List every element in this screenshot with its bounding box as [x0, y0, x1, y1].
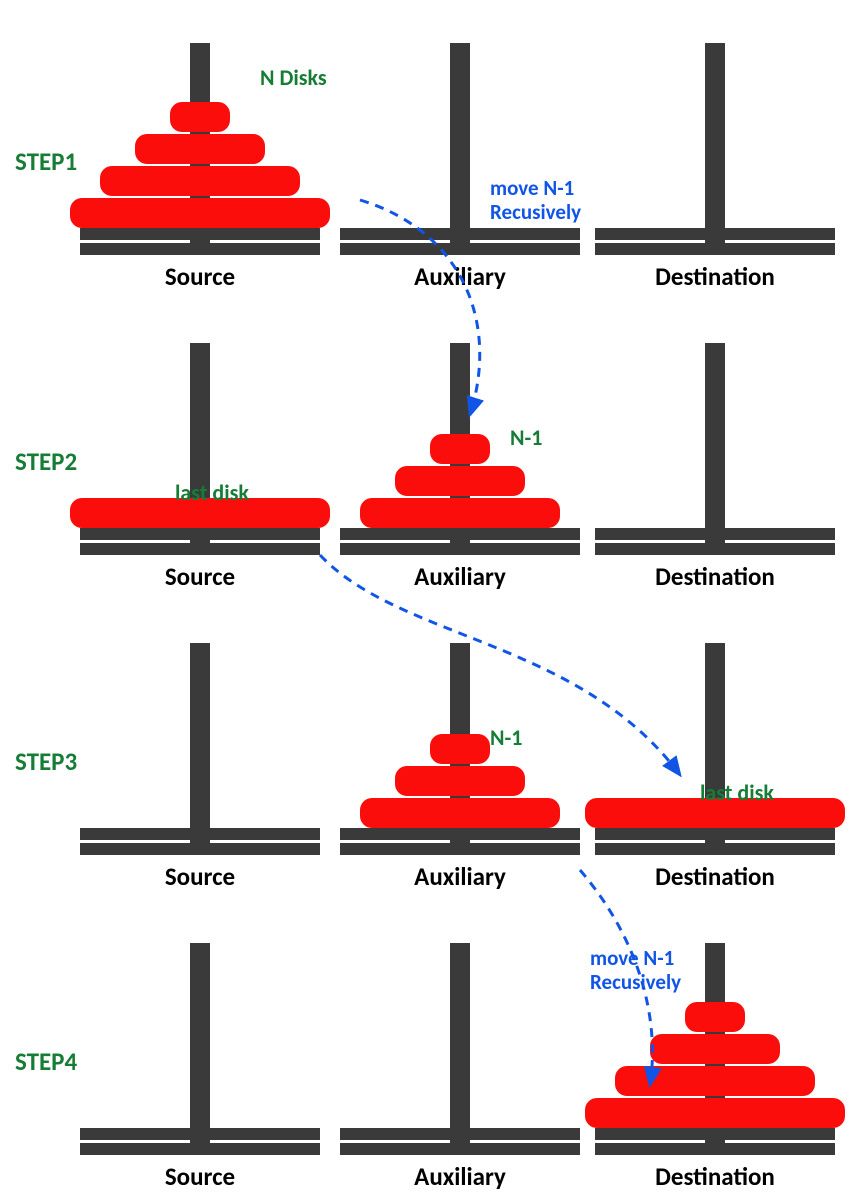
step-label: STEP4: [15, 1046, 77, 1077]
peg-base: [80, 843, 320, 855]
step-label: STEP3: [15, 746, 77, 777]
peg-pole: [705, 343, 725, 543]
peg-base: [595, 828, 835, 840]
disk: [615, 1066, 815, 1096]
disk: [685, 1002, 745, 1032]
arrow-label: move N-1: [490, 175, 574, 201]
annotation: N Disks: [260, 64, 327, 91]
peg-base: [80, 828, 320, 840]
peg-pole: [190, 943, 210, 1143]
peg-base: [595, 843, 835, 855]
peg-base: [80, 528, 320, 540]
disk: [395, 466, 525, 496]
disk: [360, 498, 560, 528]
disk: [100, 166, 300, 196]
disk: [135, 134, 265, 164]
annotation: N-1: [490, 724, 522, 751]
disk: [430, 734, 490, 764]
peg-base: [340, 1128, 580, 1140]
peg-label-destination: Destination: [655, 1161, 775, 1192]
arrow-label: Recusively: [490, 199, 581, 225]
annotation: last disk: [175, 479, 249, 506]
peg-base: [340, 828, 580, 840]
peg-label-destination: Destination: [655, 561, 775, 592]
disk: [395, 766, 525, 796]
annotation: last disk: [700, 779, 774, 806]
peg-label-source: Source: [165, 261, 235, 292]
arrow-label: Recusively: [590, 969, 681, 995]
disk: [585, 1098, 845, 1128]
peg-base: [595, 228, 835, 240]
disk: [430, 434, 490, 464]
annotation: N-1: [510, 424, 542, 451]
peg-base: [595, 1128, 835, 1140]
peg-label-destination: Destination: [655, 861, 775, 892]
peg-label-destination: Destination: [655, 261, 775, 292]
peg-base: [340, 528, 580, 540]
disk: [650, 1034, 780, 1064]
peg-base: [80, 243, 320, 255]
peg-base: [340, 228, 580, 240]
peg-base: [340, 243, 580, 255]
peg-base: [80, 228, 320, 240]
peg-base: [80, 1128, 320, 1140]
disk: [170, 102, 230, 132]
peg-label-auxiliary: Auxiliary: [414, 861, 506, 892]
peg-base: [340, 843, 580, 855]
peg-label-source: Source: [165, 861, 235, 892]
peg-base: [80, 543, 320, 555]
peg-base: [595, 1143, 835, 1155]
peg-base: [340, 1143, 580, 1155]
peg-base: [595, 243, 835, 255]
step-label: STEP2: [15, 446, 77, 477]
step-label: STEP1: [15, 146, 77, 177]
peg-base: [340, 543, 580, 555]
peg-pole: [450, 43, 470, 243]
peg-base: [595, 543, 835, 555]
peg-label-source: Source: [165, 561, 235, 592]
peg-base: [80, 1143, 320, 1155]
peg-pole: [450, 943, 470, 1143]
peg-label-auxiliary: Auxiliary: [414, 561, 506, 592]
disk: [360, 798, 560, 828]
peg-label-source: Source: [165, 1161, 235, 1192]
arrow-label: move N-1: [590, 945, 674, 971]
peg-pole: [190, 643, 210, 843]
peg-base: [595, 528, 835, 540]
peg-label-auxiliary: Auxiliary: [414, 1161, 506, 1192]
disk: [70, 198, 330, 228]
peg-pole: [705, 43, 725, 243]
